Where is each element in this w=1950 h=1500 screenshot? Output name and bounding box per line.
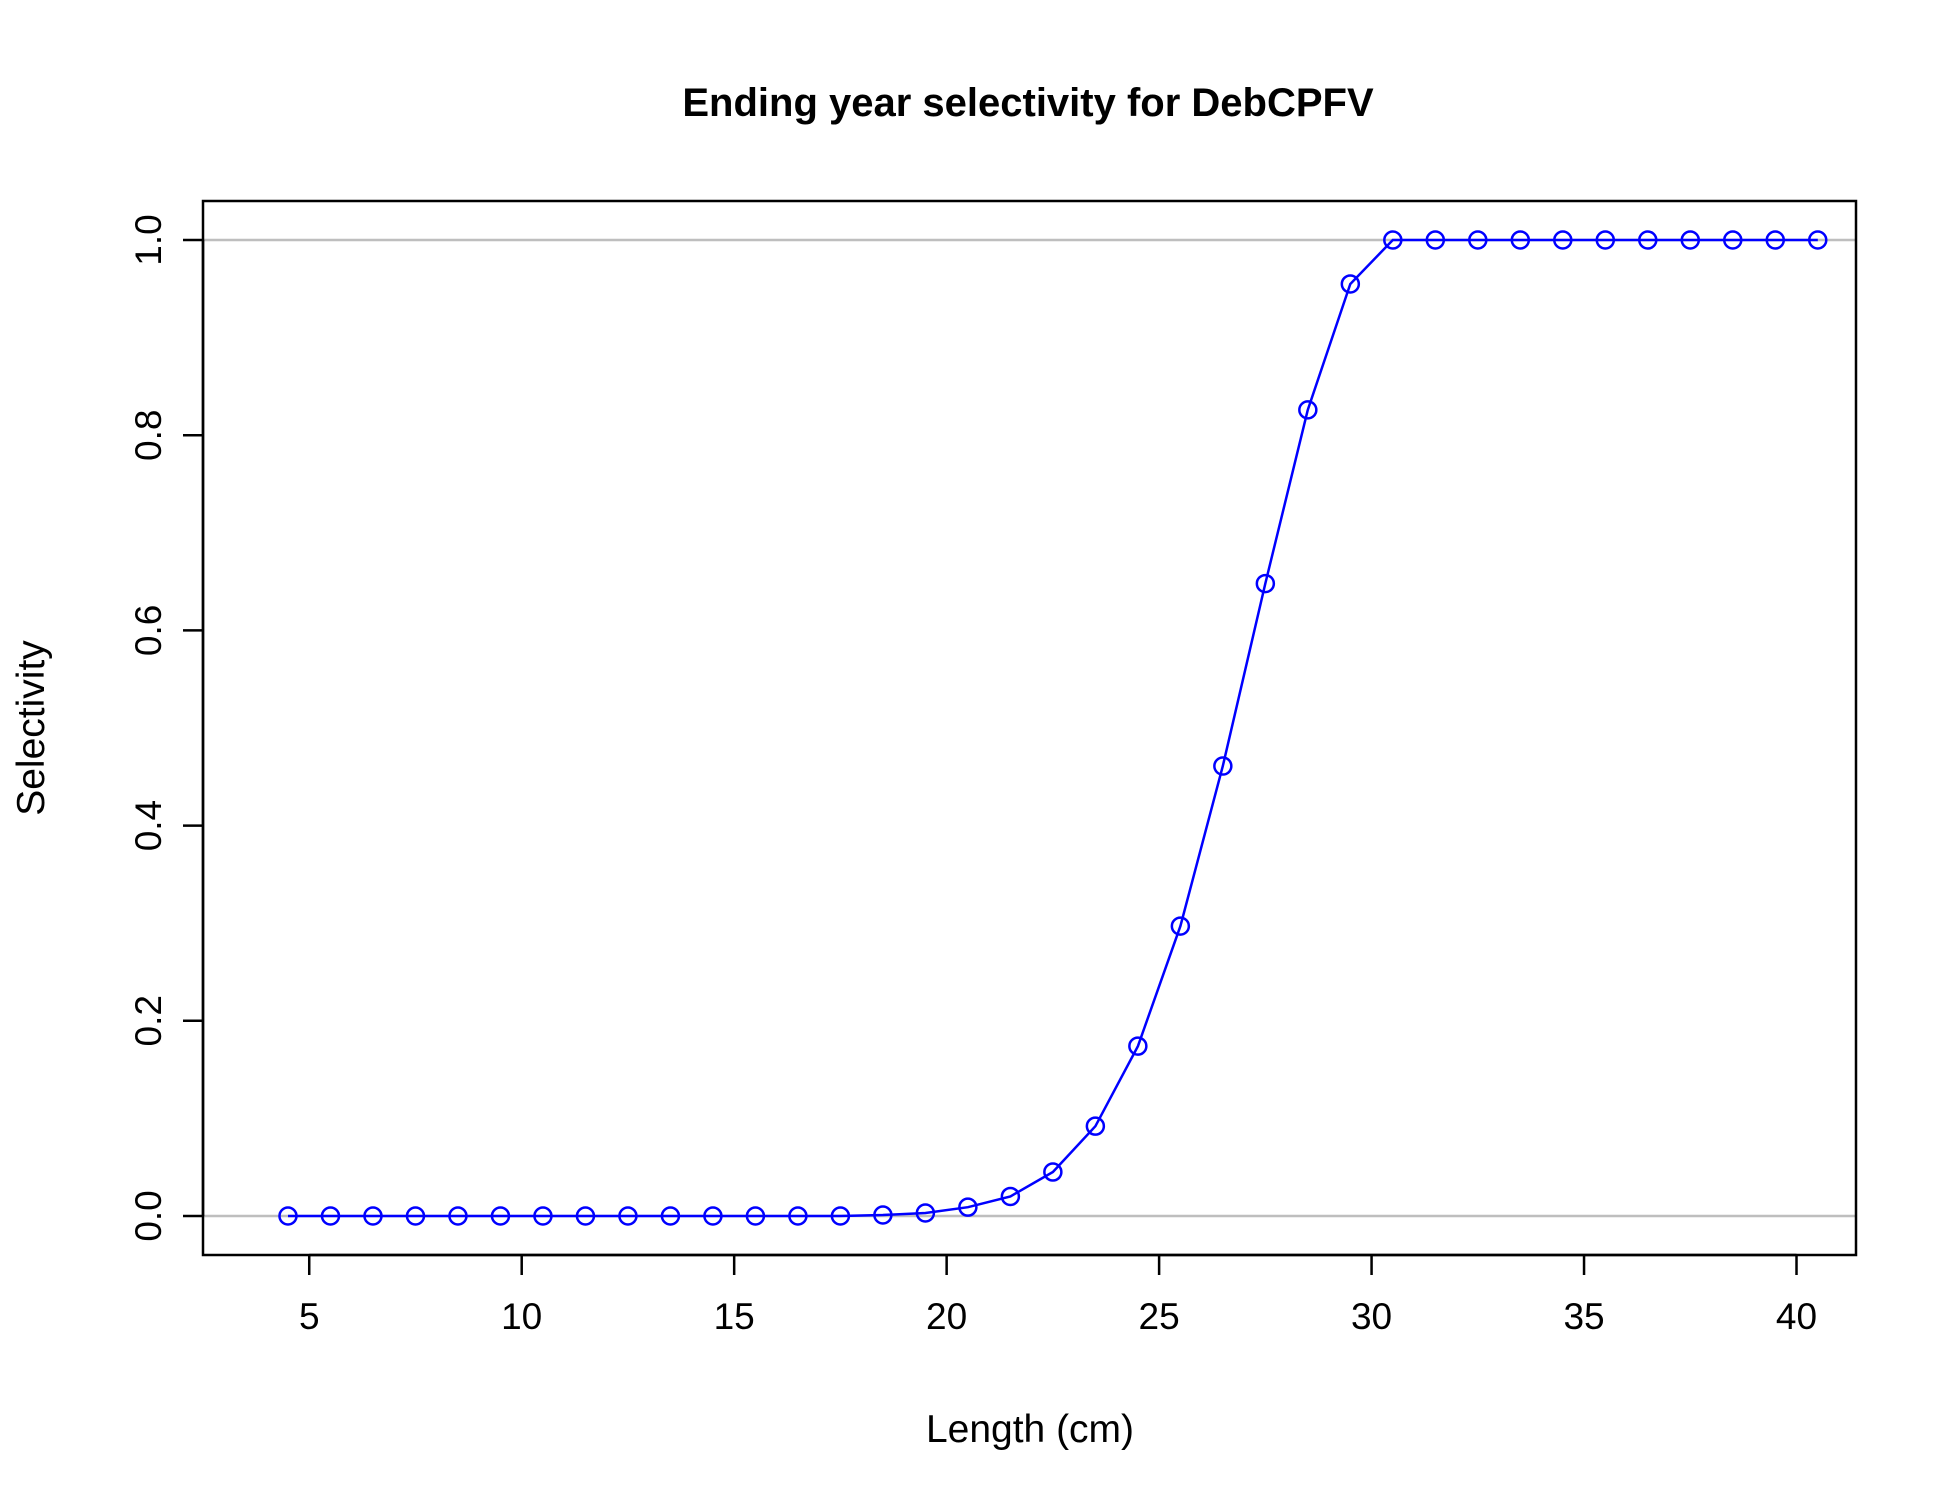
series-layer — [278, 230, 1828, 1226]
y-axis: 0.0 0.2 0.4 0.6 0.8 1.0 — [128, 214, 205, 1242]
data-point — [1468, 230, 1488, 250]
data-point — [1765, 230, 1786, 250]
y-tick-label: 0.2 — [128, 995, 169, 1046]
data-point — [1595, 230, 1616, 250]
x-tick-label: 5 — [299, 1296, 320, 1337]
data-point — [1383, 230, 1403, 250]
x-axis-label: Length (cm) — [926, 1408, 1134, 1451]
x-tick-label: 10 — [501, 1296, 542, 1337]
data-point — [618, 1206, 638, 1226]
data-point — [1510, 230, 1531, 250]
x-tick-label: 35 — [1563, 1296, 1604, 1337]
data-point — [533, 1206, 553, 1226]
data-point — [320, 1206, 341, 1226]
data-point — [745, 1206, 766, 1226]
data-point — [1340, 274, 1361, 294]
data-point — [1213, 756, 1233, 776]
data-point — [1680, 230, 1701, 250]
data-point — [788, 1206, 808, 1226]
x-tick-label: 15 — [714, 1296, 755, 1337]
data-point — [958, 1197, 978, 1217]
data-point — [1425, 230, 1446, 250]
x-axis: 5 10 15 20 25 30 35 40 — [299, 1253, 1817, 1337]
y-tick-label: 0.8 — [128, 410, 169, 461]
data-point — [278, 1206, 298, 1226]
x-tick-label: 40 — [1776, 1296, 1817, 1337]
y-tick-label: 1.0 — [128, 214, 169, 265]
data-point — [1085, 1116, 1106, 1136]
series-line-0 — [288, 238, 1818, 1218]
y-axis-label: Selectivity — [10, 640, 53, 816]
data-point — [1298, 400, 1318, 420]
data-point — [830, 1206, 851, 1226]
x-tick-label: 20 — [926, 1296, 967, 1337]
data-point — [1808, 230, 1828, 250]
data-point — [448, 1206, 468, 1226]
data-point — [490, 1206, 511, 1226]
plot-area — [201, 199, 1858, 1257]
data-point — [1255, 573, 1276, 594]
data-point — [363, 1206, 383, 1226]
data-point — [1638, 230, 1658, 250]
data-point — [1170, 916, 1191, 936]
data-point — [1043, 1162, 1063, 1182]
x-tick-label: 25 — [1139, 1296, 1180, 1337]
data-point — [660, 1206, 681, 1226]
y-tick-label: 0.0 — [128, 1190, 169, 1241]
y-tick-label: 0.6 — [128, 605, 169, 656]
data-point — [575, 1206, 596, 1226]
data-point — [873, 1205, 893, 1225]
reference-lines — [203, 238, 1856, 1218]
y-tick-label: 0.4 — [128, 800, 169, 851]
data-point — [915, 1203, 936, 1223]
data-point — [405, 1206, 426, 1226]
data-point — [1128, 1036, 1148, 1056]
data-point — [1553, 230, 1573, 250]
data-point — [1723, 230, 1743, 250]
x-tick-label: 30 — [1351, 1296, 1392, 1337]
data-point — [703, 1206, 723, 1226]
chart-title: Ending year selectivity for DebCPFV — [682, 81, 1374, 125]
data-point — [1000, 1186, 1021, 1207]
